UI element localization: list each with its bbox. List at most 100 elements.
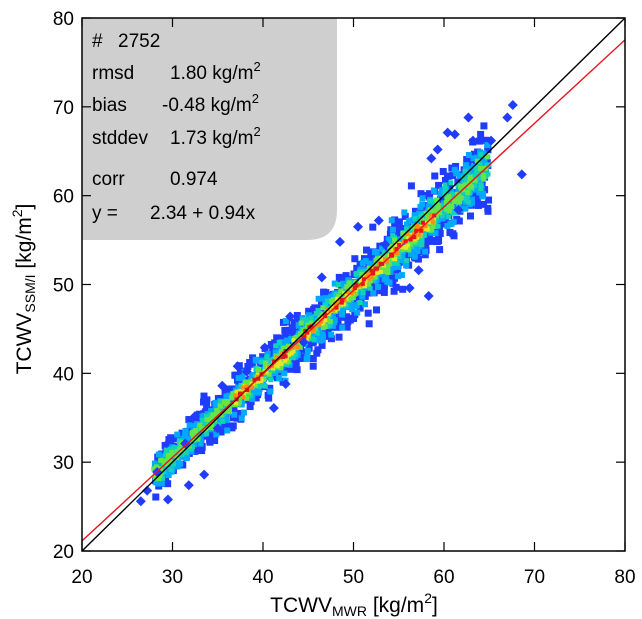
density-cell [180, 435, 187, 442]
density-cell [339, 297, 344, 302]
density-cell [238, 391, 243, 396]
outlier-point-9 [232, 361, 243, 372]
density-cell [470, 155, 477, 162]
density-cell [420, 204, 428, 212]
density-cell [177, 460, 184, 467]
density-cell [292, 351, 298, 357]
outlier-point-28 [467, 135, 478, 146]
density-cell [337, 303, 343, 309]
density-cell [335, 296, 340, 301]
density-cell [474, 158, 480, 164]
density-cell [385, 265, 391, 271]
density-cell [191, 437, 197, 443]
density-cell [394, 246, 399, 251]
density-cell [209, 425, 215, 431]
density-cell [365, 320, 373, 328]
density-cell [380, 282, 388, 290]
density-cell [252, 377, 257, 382]
density-cell [346, 297, 352, 303]
density-cell [367, 252, 375, 260]
outlier-point-19 [380, 239, 391, 250]
density-cell [221, 387, 229, 395]
density-cell [272, 366, 279, 373]
density-cell [417, 232, 422, 237]
density-cell [164, 440, 172, 448]
density-cell [437, 218, 445, 226]
density-cell [231, 371, 239, 379]
stats-panel: # 2752 rmsd 1.80 kg/m2 bias -0.48 kg/m2 … [92, 31, 261, 224]
y-tick-label-4: 60 [53, 187, 74, 208]
density-cell [361, 277, 366, 282]
density-cell [442, 182, 448, 188]
density-cell [354, 309, 361, 316]
density-cell [247, 359, 255, 367]
density-cell [331, 317, 338, 324]
density-cell [479, 166, 485, 172]
density-cell [240, 409, 247, 416]
density-cell [401, 212, 409, 220]
density-cell [476, 189, 483, 196]
density-cell [273, 343, 279, 349]
outlier-point-12 [268, 402, 279, 413]
density-cell [292, 358, 300, 366]
density-cell [441, 176, 449, 184]
y-tick-label-3: 50 [53, 276, 74, 297]
density-cell [444, 206, 450, 212]
outlier-point-23 [426, 153, 437, 164]
density-cell [342, 272, 350, 280]
density-cell [293, 335, 299, 341]
density-cell [405, 217, 412, 224]
x-axis-title: TCWVMWR [kg/m2] [270, 590, 438, 619]
density-cell [407, 241, 413, 247]
density-cell [221, 399, 227, 405]
density-cell [339, 308, 346, 315]
density-cell [305, 320, 311, 326]
density-cell [482, 136, 490, 144]
density-cell [250, 385, 255, 390]
density-cell [430, 188, 437, 195]
density-cell [237, 367, 245, 375]
density-cell [169, 450, 175, 456]
density-cell [417, 190, 425, 198]
density-cell [278, 365, 284, 371]
density-cell [427, 198, 433, 204]
density-cell [213, 431, 220, 438]
density-cell [392, 237, 398, 243]
density-cell [238, 401, 245, 408]
density-cell [288, 335, 295, 342]
density-cell [166, 452, 172, 458]
density-cell [386, 279, 393, 286]
density-cell [256, 384, 262, 390]
density-cell [384, 260, 389, 265]
density-cell [265, 394, 273, 402]
density-cell [367, 285, 373, 291]
density-cell [318, 319, 323, 324]
density-cell [176, 438, 182, 444]
density-cell [380, 288, 388, 296]
density-cell [411, 253, 418, 260]
density-cell [158, 457, 164, 463]
density-cell [391, 256, 396, 261]
density-cell [248, 372, 255, 379]
density-cell [235, 375, 242, 382]
density-cell [471, 192, 479, 200]
density-cell [480, 122, 488, 130]
density-cell [395, 218, 403, 226]
density-cell [269, 347, 277, 355]
density-cell [480, 168, 487, 175]
density-cell [449, 230, 457, 238]
density-cell [425, 203, 432, 210]
density-cell [285, 359, 291, 365]
density-cell [421, 233, 427, 239]
density-cell [153, 464, 159, 470]
density-cell [238, 415, 245, 422]
density-cell [266, 371, 272, 377]
density-cell [170, 452, 176, 458]
density-cell [430, 220, 435, 225]
density-cell [442, 186, 448, 192]
density-cell [351, 255, 359, 263]
density-cell [372, 274, 378, 280]
density-cell [380, 258, 385, 263]
density-cell [357, 269, 363, 275]
outlier-point-32 [516, 169, 527, 180]
